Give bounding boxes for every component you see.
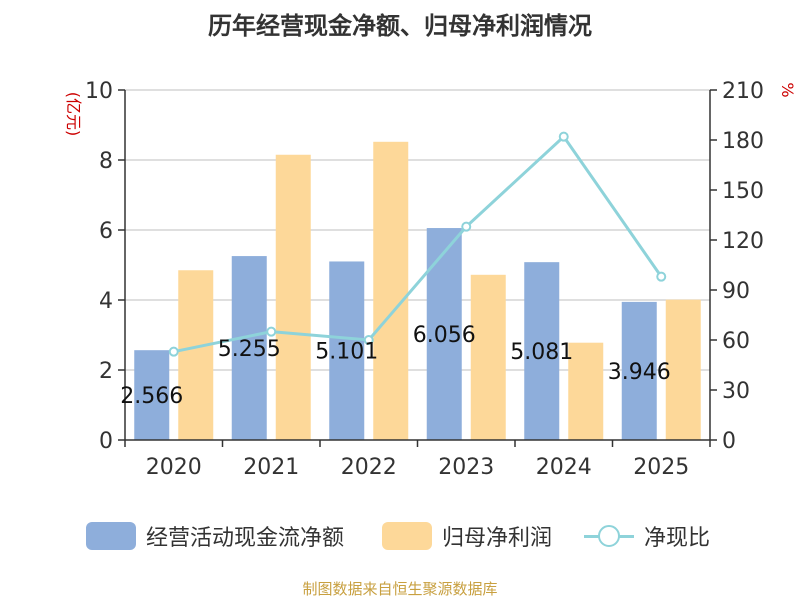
legend-item-net-profit[interactable]: 归母净利润 (382, 518, 552, 554)
line-ratio-point (558, 131, 569, 142)
y-right-tick-label: 30 (722, 379, 750, 404)
bar-cashflow (524, 262, 560, 440)
x-tick-label: 2020 (146, 455, 202, 480)
x-tick-label: 2024 (536, 455, 592, 480)
x-tick-label: 2022 (341, 455, 397, 480)
legend-swatch-net-profit (382, 522, 432, 550)
line-ratio-point (168, 346, 179, 357)
bar-data-label: 3.946 (608, 360, 671, 385)
y-right-tick-label: 150 (722, 179, 764, 204)
y-right-tick-label: 210 (722, 79, 764, 104)
bar-net-profit (373, 141, 409, 441)
y-right-tick-label: 120 (722, 229, 764, 254)
chart-title: 历年经营现金净额、归母净利润情况 (208, 12, 592, 40)
x-tick-label: 2025 (633, 455, 689, 480)
bar-data-label: 5.101 (315, 340, 378, 365)
legend-item-ratio[interactable]: 净现比 (584, 518, 710, 554)
legend-label-ratio: 净现比 (644, 526, 711, 551)
legend-label-net-profit: 归母净利润 (442, 526, 553, 551)
legend: 经营活动现金流净额 归母净利润 净现比 (0, 518, 800, 554)
legend-swatch-cashflow (86, 522, 136, 550)
x-tick-label: 2021 (243, 455, 299, 480)
y-left-tick-label: 4 (99, 289, 113, 314)
bar-cashflow (621, 301, 657, 440)
bar-cashflow (134, 350, 170, 440)
line-ratio (173, 134, 663, 354)
y-left-tick-label: 10 (85, 79, 113, 104)
bar-net-profit (178, 270, 214, 440)
bar-data-label: 5.081 (510, 340, 573, 365)
line-ratio-point (461, 221, 472, 232)
y-left-axis-title: (亿元) (64, 92, 83, 137)
y-right-tick-label: 0 (722, 429, 736, 454)
line-ratio-point (363, 335, 374, 345)
y-left-tick-label: 2 (99, 359, 113, 384)
bar-cashflow (329, 261, 365, 440)
y-right-tick-label: 90 (722, 279, 750, 304)
bar-data-label: 2.566 (120, 384, 183, 409)
x-tick-label: 2023 (438, 455, 494, 480)
legend-swatch-ratio (584, 522, 634, 550)
legend-label-cashflow: 经营活动现金流净额 (146, 526, 345, 551)
y-right-axis-title: % (778, 82, 797, 97)
bar-net-profit (470, 274, 506, 440)
bar-net-profit (275, 154, 311, 440)
y-left-tick-label: 8 (99, 149, 113, 174)
bar-cashflow (231, 256, 267, 440)
bar-cashflow (426, 228, 462, 440)
bar-data-label: 5.255 (218, 337, 281, 362)
legend-item-cashflow[interactable]: 经营活动现金流净额 (86, 518, 344, 554)
y-right-tick-label: 60 (722, 329, 750, 354)
y-left-tick-label: 6 (99, 219, 113, 244)
y-right-tick-label: 180 (722, 129, 764, 154)
line-ratio-point (266, 326, 277, 337)
source-note: 制图数据来自恒生聚源数据库 (302, 580, 498, 598)
bar-net-profit (568, 342, 604, 440)
line-ratio-point (656, 271, 667, 282)
bar-data-label: 6.056 (413, 323, 476, 348)
bar-net-profit (665, 299, 701, 440)
y-left-tick-label: 0 (99, 429, 113, 454)
